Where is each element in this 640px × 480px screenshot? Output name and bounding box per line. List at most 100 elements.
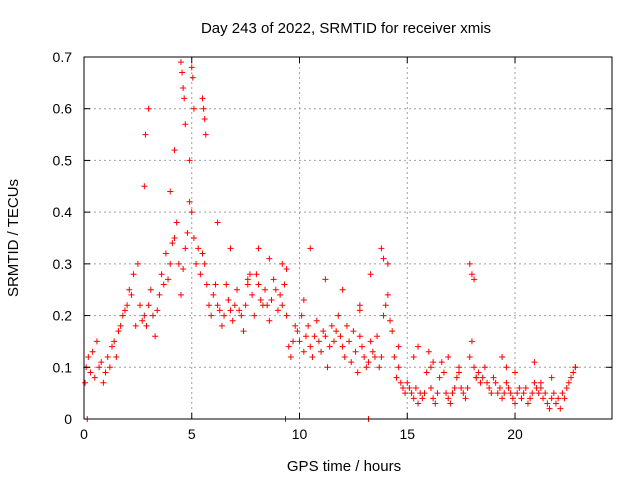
data-point [328, 322, 335, 329]
data-point [557, 405, 564, 412]
data-point [147, 286, 154, 293]
data-point [432, 400, 439, 407]
data-point [339, 286, 346, 293]
data-point [410, 395, 417, 402]
data-point [356, 302, 363, 309]
data-point [440, 369, 447, 376]
data-point [311, 333, 318, 340]
data-point [141, 183, 148, 190]
data-point [251, 312, 258, 319]
data-point [272, 286, 279, 293]
data-point [98, 359, 105, 366]
data-point [509, 395, 516, 402]
data-point [315, 338, 322, 345]
data-point [279, 260, 286, 267]
data-point [180, 266, 187, 273]
data-point [202, 131, 209, 138]
data-point [542, 390, 549, 397]
data-point [205, 302, 212, 309]
data-point [227, 307, 234, 314]
data-point [505, 384, 512, 391]
y-axis-label: SRMTID / TECUs [5, 179, 22, 297]
data-point [141, 312, 148, 319]
data-point [421, 390, 428, 397]
data-point [188, 64, 195, 71]
data-point [434, 390, 441, 397]
data-point [134, 260, 141, 267]
data-point [455, 369, 462, 376]
data-point [399, 384, 406, 391]
x-tick-label: 10 [292, 426, 308, 442]
data-point [361, 353, 368, 360]
data-point [376, 364, 383, 371]
data-point [494, 390, 501, 397]
data-point [182, 121, 189, 128]
data-point [449, 390, 456, 397]
data-point [380, 255, 387, 262]
data-point [199, 95, 206, 102]
data-point [488, 390, 495, 397]
data-point [475, 369, 482, 376]
data-point [492, 379, 499, 386]
data-point [162, 250, 169, 257]
data-point [333, 328, 340, 335]
y-tick-label: 0.2 [53, 308, 73, 324]
data-point [201, 116, 208, 123]
data-point [436, 374, 443, 381]
data-point [464, 384, 471, 391]
data-point [520, 390, 527, 397]
data-point [367, 271, 374, 278]
data-point [154, 307, 161, 314]
data-point [199, 250, 206, 257]
data-point [130, 271, 137, 278]
data-point [139, 317, 146, 324]
data-point [160, 281, 167, 288]
data-point [117, 322, 124, 329]
data-point [387, 317, 394, 324]
data-point [548, 374, 555, 381]
data-point [285, 343, 292, 350]
data-point [537, 384, 544, 391]
data-point [216, 307, 223, 314]
data-point [190, 105, 197, 112]
data-point [270, 276, 277, 283]
data-point [540, 395, 547, 402]
data-point [132, 322, 139, 329]
data-point [326, 343, 333, 350]
data-point [419, 395, 426, 402]
data-point [210, 291, 217, 298]
y-tick-label: 0.7 [53, 49, 73, 65]
data-point [184, 229, 191, 236]
data-point [512, 369, 519, 376]
data-point [262, 286, 269, 293]
data-point [169, 240, 176, 247]
data-point [552, 400, 559, 407]
x-tick-label: 5 [188, 426, 196, 442]
data-point [142, 131, 149, 138]
data-point [186, 157, 193, 164]
data-point [152, 333, 159, 340]
data-point [535, 390, 542, 397]
data-point [300, 348, 307, 355]
data-point [384, 291, 391, 298]
data-point [300, 297, 307, 304]
data-point [402, 390, 409, 397]
data-point [201, 260, 208, 267]
data-point [214, 219, 221, 226]
data-point [501, 390, 508, 397]
data-point [93, 338, 100, 345]
data-point [559, 390, 566, 397]
data-point [393, 374, 400, 381]
data-point [82, 379, 89, 386]
data-point [322, 276, 329, 283]
data-point [451, 384, 458, 391]
data-point [171, 235, 178, 241]
data-point [292, 322, 299, 329]
data-point [231, 302, 238, 309]
data-point [384, 260, 391, 267]
data-point [121, 307, 128, 314]
data-point [371, 353, 378, 360]
data-point [507, 390, 514, 397]
data-point [180, 85, 187, 92]
data-point [425, 348, 432, 355]
